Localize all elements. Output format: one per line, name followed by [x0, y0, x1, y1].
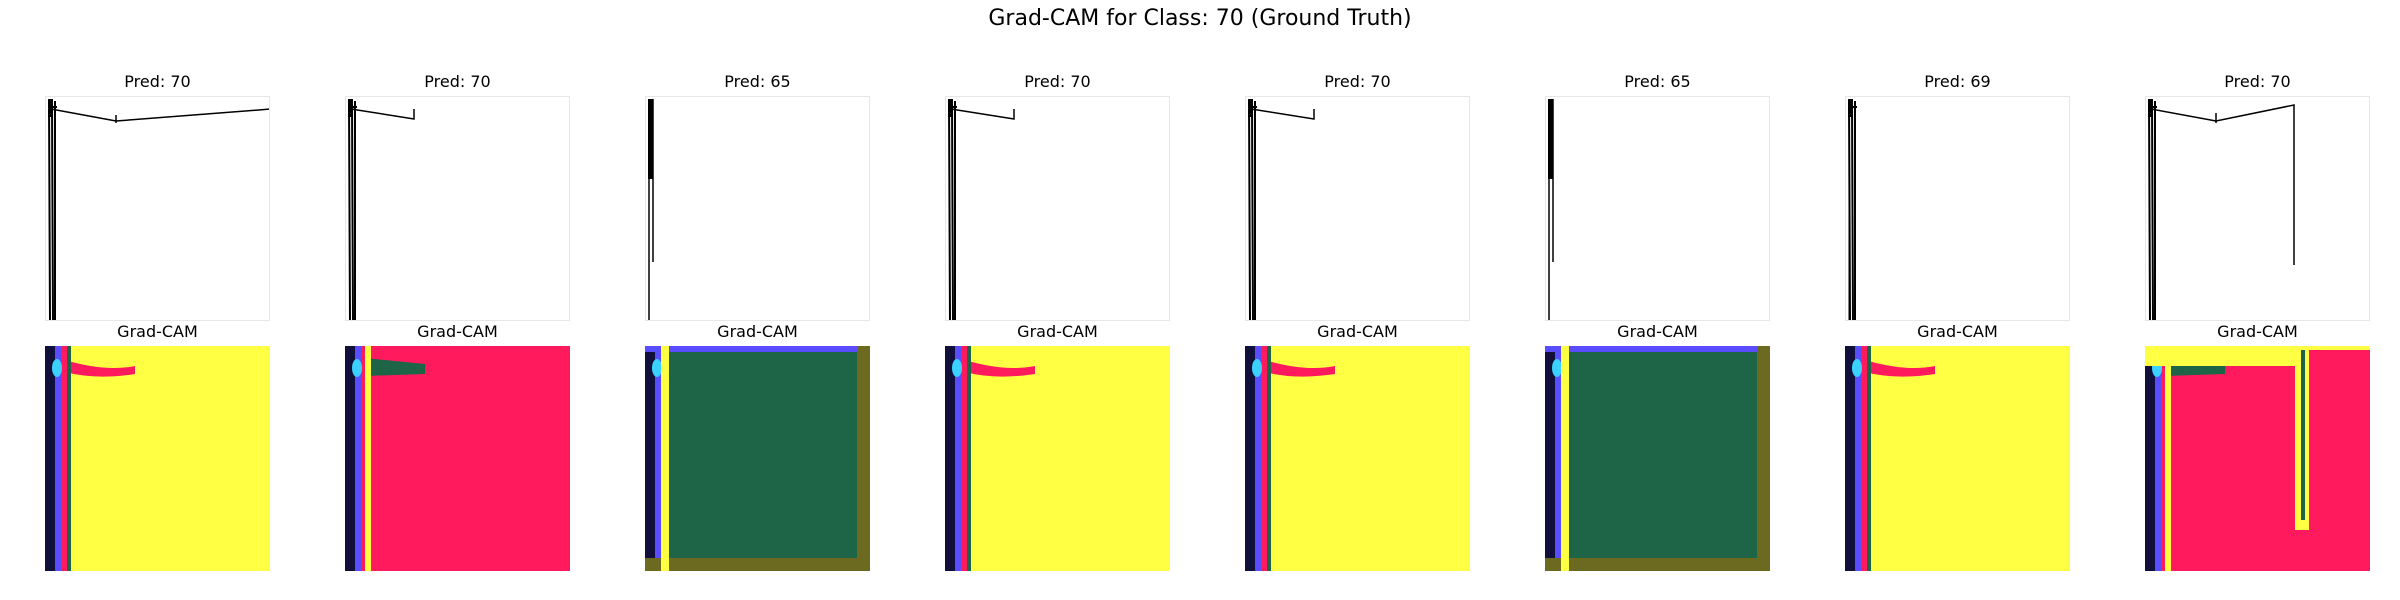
- heatmap-background: [945, 346, 1170, 571]
- heatmap-edge-activation: [45, 346, 135, 571]
- gradcam-label: Grad-CAM: [1017, 322, 1098, 341]
- heatmap-edge-activation: [645, 346, 870, 571]
- figure-title: Grad-CAM for Class: 70 (Ground Truth): [988, 6, 1412, 31]
- input-sketch-image: [48, 98, 269, 320]
- gradcam-heatmap-image: [345, 346, 570, 571]
- gradcam-heatmap-image: [945, 346, 1170, 571]
- gradcam-heatmap-image: [1245, 346, 1470, 571]
- input-sketch-image: [1548, 99, 1554, 320]
- pred-label: Pred: 65: [724, 72, 791, 91]
- heatmap-background: [1245, 346, 1470, 571]
- input-sketch-panel: [345, 96, 570, 321]
- sketch-strokes: [48, 98, 269, 320]
- gradcam-label: Grad-CAM: [417, 322, 498, 341]
- gradcam-heatmap-panel: [2145, 346, 2370, 571]
- gradcam-label: Grad-CAM: [2217, 322, 2298, 341]
- sketch-strokes: [2148, 98, 2295, 320]
- gradcam-heatmap-panel: [945, 346, 1170, 571]
- pred-label: Pred: 70: [2224, 72, 2291, 91]
- heatmap-background: [1545, 346, 1770, 571]
- pred-label: Pred: 70: [1024, 72, 1091, 91]
- heatmap-edge-activation: [1845, 346, 1935, 571]
- sketch-strokes: [948, 98, 1015, 320]
- gradcam-heatmap-panel: [645, 346, 870, 571]
- heatmap-edge-activation: [2145, 346, 2370, 571]
- pred-label: Pred: 70: [424, 72, 491, 91]
- gradcam-heatmap-panel: [45, 346, 270, 571]
- sketch-strokes: [1248, 98, 1315, 320]
- gradcam-heatmap-image: [1545, 346, 1770, 571]
- gradcam-label: Grad-CAM: [1317, 322, 1398, 341]
- sketch-strokes: [348, 98, 415, 320]
- heatmap-background: [2145, 346, 2370, 571]
- gradcam-heatmap-image: [645, 346, 870, 571]
- sketch-strokes: [648, 99, 654, 320]
- pred-label: Pred: 69: [1924, 72, 1991, 91]
- input-sketch-panel: [945, 96, 1170, 321]
- input-sketch-image: [348, 98, 415, 320]
- heatmap-edge-activation: [945, 346, 1035, 571]
- gradcam-heatmap-image: [45, 346, 270, 571]
- heatmap-edge-activation: [1245, 346, 1335, 571]
- gradcam-heatmap-panel: [345, 346, 570, 571]
- gradcam-heatmap-image: [2145, 346, 2370, 571]
- sketch-strokes: [1848, 98, 1857, 320]
- sketch-strokes: [1548, 99, 1554, 320]
- gradcam-label: Grad-CAM: [1917, 322, 1998, 341]
- input-sketch-image: [948, 98, 1015, 320]
- input-sketch-panel: [645, 96, 870, 321]
- input-sketch-panel: [1845, 96, 2070, 321]
- input-sketch-image: [1248, 98, 1315, 320]
- heatmap-edge-activation: [1545, 346, 1770, 571]
- pred-label: Pred: 65: [1624, 72, 1691, 91]
- input-sketch-image: [1848, 98, 1857, 320]
- input-sketch-panel: [2145, 96, 2370, 321]
- pred-label: Pred: 70: [124, 72, 191, 91]
- heatmap-background: [645, 346, 870, 571]
- gradcam-label: Grad-CAM: [117, 322, 198, 341]
- heatmap-edge-activation: [345, 346, 425, 571]
- input-sketch-panel: [1545, 96, 1770, 321]
- input-sketch-panel: [1245, 96, 1470, 321]
- gradcam-heatmap-image: [1845, 346, 2070, 571]
- gradcam-heatmap-panel: [1845, 346, 2070, 571]
- gradcam-heatmap-panel: [1245, 346, 1470, 571]
- gradcam-label: Grad-CAM: [717, 322, 798, 341]
- heatmap-background: [1845, 346, 2070, 571]
- input-sketch-image: [648, 99, 654, 320]
- input-sketch-image: [2148, 98, 2295, 320]
- gradcam-label: Grad-CAM: [1617, 322, 1698, 341]
- heatmap-background: [45, 346, 270, 571]
- input-sketch-panel: [45, 96, 270, 321]
- heatmap-background: [345, 346, 570, 571]
- pred-label: Pred: 70: [1324, 72, 1391, 91]
- gradcam-heatmap-panel: [1545, 346, 1770, 571]
